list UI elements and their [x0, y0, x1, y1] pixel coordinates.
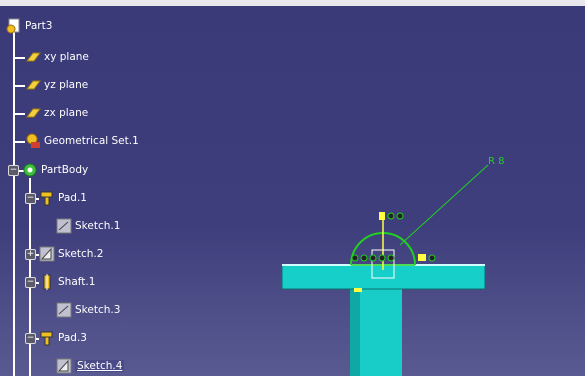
tree-node-sketch2[interactable]: Sketch.2 — [39, 244, 103, 264]
tree-label-zx-plane: zx plane — [44, 107, 89, 119]
pad-icon — [39, 190, 55, 206]
origin-box — [371, 249, 395, 279]
radius-label: R 8 — [488, 156, 505, 167]
tree-node-yz-plane[interactable]: yz plane — [25, 75, 88, 95]
tree-label-pad3: Pad.3 — [58, 332, 87, 344]
tree-label-pad1: Pad.1 — [58, 192, 87, 204]
tree-label-shaft1: Shaft.1 — [58, 276, 96, 288]
tree-label-sketch4: Sketch.4 — [75, 360, 125, 372]
plane-icon — [25, 49, 41, 65]
tree-branch-line — [13, 170, 25, 172]
constraint-symbols[interactable] — [351, 212, 436, 292]
radius-dimension-line[interactable] — [399, 164, 489, 246]
part-icon — [6, 18, 22, 34]
shaft-icon — [39, 274, 55, 290]
tree-branch-line — [13, 141, 25, 143]
tree-branch-line — [13, 57, 25, 59]
tree-node-zx-plane[interactable]: zx plane — [25, 103, 88, 123]
tree-node-pad1[interactable]: Pad.1 — [39, 188, 87, 208]
tree-label-part3: Part3 — [25, 20, 53, 32]
expand-toggle-sketch2[interactable]: + — [25, 249, 36, 260]
tree-label-sketch1: Sketch.1 — [75, 220, 121, 232]
pad-icon — [39, 330, 55, 346]
tree-label-xy-plane: xy plane — [44, 51, 89, 63]
expand-toggle-shaft1[interactable]: − — [25, 277, 36, 288]
tree-node-sketch4[interactable]: Sketch.4 — [56, 356, 125, 376]
sketch-icon — [39, 246, 55, 262]
tree-node-sketch1[interactable]: Sketch.1 — [56, 216, 120, 236]
expand-toggle-partbody[interactable]: − — [8, 165, 19, 176]
specification-tree[interactable]: Part3 xy plane yz plane zx plane Geometr… — [0, 0, 300, 376]
sketch-icon — [56, 302, 72, 318]
tree-node-part3[interactable]: Part3 — [6, 16, 52, 36]
plane-icon — [25, 105, 41, 121]
tree-node-shaft1[interactable]: Shaft.1 — [39, 272, 95, 292]
partbody-gear-icon — [22, 162, 38, 178]
tree-label-sketch2: Sketch.2 — [58, 248, 104, 260]
tree-trunk-line — [13, 26, 15, 376]
tree-node-partbody[interactable]: PartBody — [22, 160, 88, 180]
sketch-icon — [56, 358, 72, 374]
tree-node-geometrical-set[interactable]: Geometrical Set.1 — [25, 131, 139, 151]
geometrical-set-icon — [25, 133, 41, 149]
expand-toggle-pad1[interactable]: − — [25, 193, 36, 204]
tree-node-sketch3[interactable]: Sketch.3 — [56, 300, 120, 320]
tree-label-sketch3: Sketch.3 — [75, 304, 121, 316]
tree-node-pad3[interactable]: Pad.3 — [39, 328, 87, 348]
tree-branch-line — [13, 113, 25, 115]
shaft-shade — [350, 288, 360, 376]
tree-label-geometrical-set: Geometrical Set.1 — [44, 135, 139, 147]
viewport-top-border — [0, 0, 585, 6]
tree-label-yz-plane: yz plane — [44, 79, 89, 91]
sketch-icon — [56, 218, 72, 234]
tree-label-partbody: PartBody — [41, 164, 89, 176]
expand-toggle-pad3[interactable]: − — [25, 333, 36, 344]
tree-branch-line — [13, 85, 25, 87]
tree-node-xy-plane[interactable]: xy plane — [25, 47, 89, 67]
plane-icon — [25, 77, 41, 93]
